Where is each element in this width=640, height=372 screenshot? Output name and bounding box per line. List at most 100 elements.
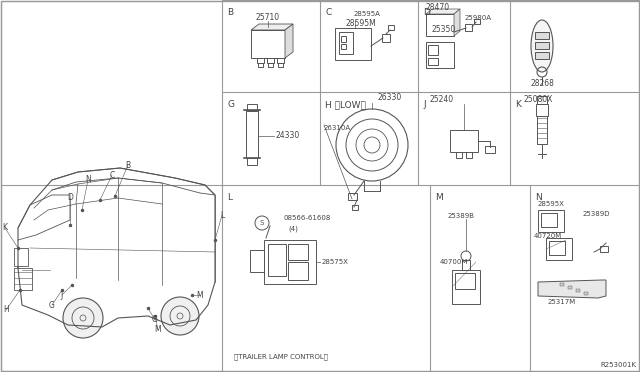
Text: 40720M: 40720M [534,233,563,239]
Text: K: K [515,100,521,109]
Bar [537,116,547,144]
Circle shape [63,298,103,338]
Bar [341,44,346,49]
Text: M: M [196,291,204,299]
Bar [335,28,371,60]
Bar [268,63,273,67]
Bar [455,273,475,289]
Text: 25389D: 25389D [582,211,610,217]
Text: R253001K: R253001K [600,362,636,368]
Text: G: G [227,100,234,109]
Text: N: N [535,193,541,202]
Text: D: D [423,8,430,17]
Bar [428,58,438,65]
Bar [267,58,274,63]
Bar [288,262,308,280]
Bar [258,63,263,67]
Text: M: M [435,193,443,202]
Text: 40700M: 40700M [440,259,468,265]
Text: (4): (4) [288,226,298,232]
Bar [257,58,264,63]
Text: G: G [152,315,158,324]
Polygon shape [454,9,460,36]
Text: 25980A: 25980A [465,15,492,21]
Bar [250,250,264,272]
Bar [465,24,472,31]
Text: 〈TRAILER LAMP CONTROL〉: 〈TRAILER LAMP CONTROL〉 [234,354,328,360]
Bar [549,241,565,255]
Bar [536,104,548,116]
Bar [428,45,438,55]
Text: M: M [155,326,161,334]
Bar [247,104,257,111]
Text: 28470: 28470 [426,3,450,13]
Bar [426,42,454,68]
Text: 28575X: 28575X [322,259,349,265]
Text: D: D [67,193,73,202]
Text: 08566-61608: 08566-61608 [284,215,332,221]
Bar [268,244,286,276]
Polygon shape [285,24,293,58]
Text: 28595X: 28595X [538,201,565,207]
Polygon shape [560,283,564,286]
Text: C: C [325,8,332,17]
Text: H 〈LOW〉: H 〈LOW〉 [325,100,366,109]
Bar [426,14,454,36]
Bar [466,152,472,158]
Bar [1,1,222,371]
Bar [14,248,28,266]
Bar [382,34,390,42]
Text: 25317M: 25317M [548,299,576,305]
Polygon shape [251,24,293,30]
Bar [535,42,549,49]
Polygon shape [576,289,580,292]
Bar [450,130,478,152]
Text: C: C [109,170,115,180]
Text: S: S [260,220,264,226]
Bar [348,193,357,200]
Bar [537,96,547,104]
Bar [485,146,495,153]
Bar [288,244,308,260]
Bar [538,210,564,232]
Text: H: H [3,305,9,314]
Text: 25350: 25350 [432,26,456,35]
Bar [535,32,549,39]
Bar [251,30,285,58]
Ellipse shape [531,20,553,72]
Bar [452,270,480,304]
Text: 26310A: 26310A [324,125,351,131]
Text: 24330: 24330 [276,131,300,141]
Text: J: J [61,291,63,299]
Text: 28595A: 28595A [353,11,380,17]
Bar [352,205,358,210]
Text: 28268: 28268 [530,78,554,87]
Text: L: L [227,193,232,202]
Text: 26330: 26330 [378,93,402,103]
Bar [341,36,346,42]
Polygon shape [568,286,572,289]
Bar [541,213,557,227]
Text: J: J [423,100,426,109]
Bar [339,32,353,54]
Bar [388,25,394,30]
Polygon shape [538,280,606,298]
Bar [462,260,470,270]
Text: L: L [220,211,224,219]
Text: 28595M: 28595M [346,19,377,29]
Polygon shape [584,292,588,295]
Polygon shape [426,9,460,14]
Bar [277,58,284,63]
Text: B: B [227,8,233,17]
Text: G: G [49,301,55,310]
Bar [247,158,257,165]
Text: 25710: 25710 [256,13,280,22]
Text: 25240: 25240 [430,96,454,105]
Text: K: K [3,224,8,232]
Bar [474,19,480,24]
Bar [600,246,608,252]
Bar [246,110,258,158]
Text: 25389B: 25389B [448,213,475,219]
Text: B: B [125,160,131,170]
Bar [546,238,572,260]
